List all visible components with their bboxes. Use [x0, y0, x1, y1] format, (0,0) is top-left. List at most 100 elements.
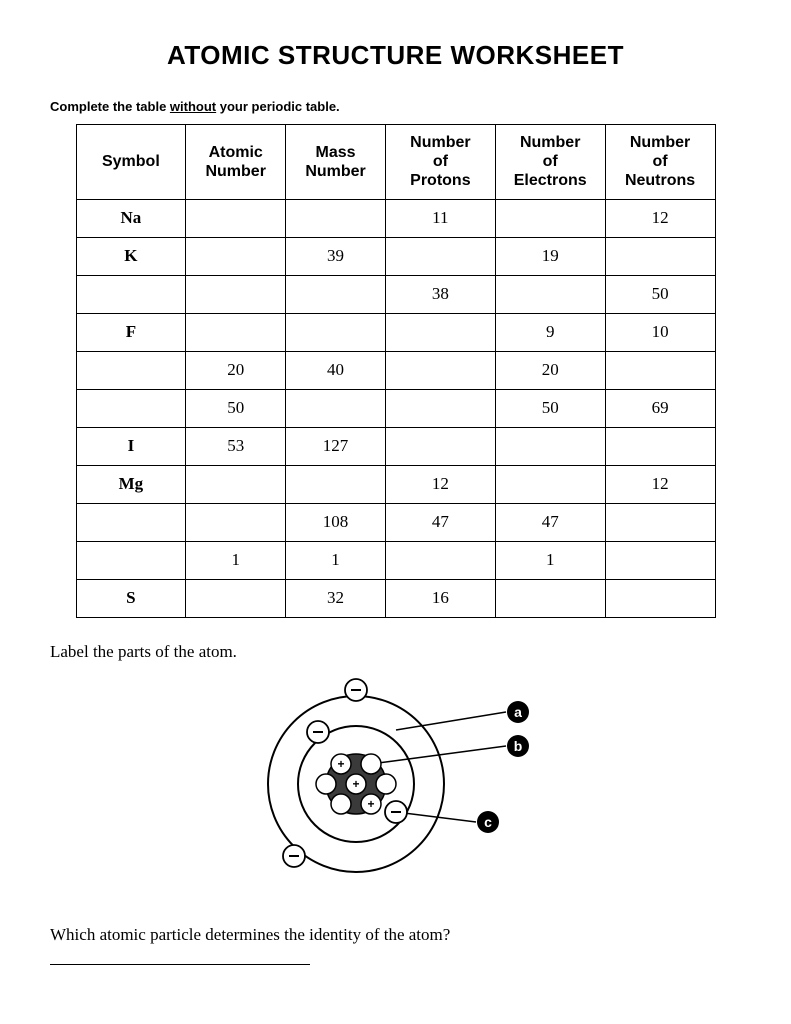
table-cell: [286, 465, 386, 503]
label-section-heading: Label the parts of the atom.: [50, 642, 741, 662]
table-cell: F: [76, 313, 186, 351]
table-row: 111: [76, 541, 715, 579]
identity-question: Which atomic particle determines the ide…: [50, 925, 741, 945]
table-cell: 50: [186, 389, 286, 427]
instruction-text: Complete the table without your periodic…: [50, 99, 741, 114]
column-header: NumberofProtons: [385, 125, 495, 200]
atomic-table: SymbolAtomicNumberMassNumberNumberofProt…: [76, 124, 716, 618]
table-cell: 47: [495, 503, 605, 541]
answer-blank-line: [50, 951, 310, 965]
table-cell: 10: [605, 313, 715, 351]
atom-diagram: +++abc: [236, 672, 556, 892]
table-cell: 9: [495, 313, 605, 351]
table-cell: [495, 199, 605, 237]
table-cell: [286, 275, 386, 313]
table-row: 204020: [76, 351, 715, 389]
table-row: Mg 12 12: [76, 465, 715, 503]
table-cell: Na: [76, 199, 186, 237]
column-header: MassNumber: [286, 125, 386, 200]
svg-text:+: +: [367, 797, 374, 811]
table-row: K 39 19: [76, 237, 715, 275]
table-body: Na1112K39193850F910204020505069I53127Mg1…: [76, 199, 715, 617]
svg-text:+: +: [352, 777, 359, 791]
table-cell: [186, 275, 286, 313]
table-cell: [186, 199, 286, 237]
table-cell: 127: [286, 427, 386, 465]
table-cell: 19: [495, 237, 605, 275]
svg-text:a: a: [514, 704, 522, 720]
table-cell: [385, 541, 495, 579]
table-cell: [186, 465, 286, 503]
table-cell: [605, 237, 715, 275]
table-cell: [385, 427, 495, 465]
svg-text:c: c: [484, 814, 492, 830]
table-cell: [495, 579, 605, 617]
table-cell: 38: [385, 275, 495, 313]
table-cell: [385, 351, 495, 389]
table-cell: [186, 237, 286, 275]
table-cell: 12: [385, 465, 495, 503]
table-row: 1084747: [76, 503, 715, 541]
table-cell: [605, 541, 715, 579]
table-cell: [385, 237, 495, 275]
table-cell: 32: [286, 579, 386, 617]
table-cell: [605, 351, 715, 389]
table-cell: [495, 275, 605, 313]
table-cell: 50: [605, 275, 715, 313]
table-cell: [286, 199, 386, 237]
instruction-underlined: without: [170, 99, 216, 114]
instruction-prefix: Complete the table: [50, 99, 170, 114]
table-cell: [76, 275, 186, 313]
worksheet-title: ATOMIC STRUCTURE WORKSHEET: [50, 40, 741, 71]
table-cell: 69: [605, 389, 715, 427]
column-header: NumberofElectrons: [495, 125, 605, 200]
table-cell: K: [76, 237, 186, 275]
table-row: 38 50: [76, 275, 715, 313]
table-cell: 16: [385, 579, 495, 617]
table-row: S 3216: [76, 579, 715, 617]
table-cell: [385, 313, 495, 351]
table-row: 505069: [76, 389, 715, 427]
table-cell: [286, 313, 386, 351]
table-cell: [76, 503, 186, 541]
table-cell: [605, 427, 715, 465]
instruction-suffix: your periodic table.: [216, 99, 340, 114]
table-cell: 108: [286, 503, 386, 541]
table-cell: [385, 389, 495, 427]
table-cell: [76, 351, 186, 389]
svg-text:b: b: [513, 738, 522, 754]
table-cell: [605, 579, 715, 617]
table-cell: 47: [385, 503, 495, 541]
table-cell: I: [76, 427, 186, 465]
table-cell: [76, 389, 186, 427]
table-cell: [186, 503, 286, 541]
table-cell: [186, 313, 286, 351]
column-header: NumberofNeutrons: [605, 125, 715, 200]
column-header: Symbol: [76, 125, 186, 200]
table-header: SymbolAtomicNumberMassNumberNumberofProt…: [76, 125, 715, 200]
table-cell: [605, 503, 715, 541]
table-cell: 1: [495, 541, 605, 579]
table-cell: Mg: [76, 465, 186, 503]
table-cell: [76, 541, 186, 579]
atom-diagram-container: +++abc: [50, 672, 741, 897]
table-cell: 20: [186, 351, 286, 389]
table-cell: 40: [286, 351, 386, 389]
table-cell: [495, 465, 605, 503]
table-cell: S: [76, 579, 186, 617]
table-cell: 12: [605, 199, 715, 237]
column-header: AtomicNumber: [186, 125, 286, 200]
table-row: I53127: [76, 427, 715, 465]
table-cell: 20: [495, 351, 605, 389]
table-cell: [186, 579, 286, 617]
table-row: F 910: [76, 313, 715, 351]
table-cell: 53: [186, 427, 286, 465]
table-cell: 1: [186, 541, 286, 579]
table-cell: 12: [605, 465, 715, 503]
table-cell: 1: [286, 541, 386, 579]
table-cell: 50: [495, 389, 605, 427]
table-cell: [495, 427, 605, 465]
table-cell: 39: [286, 237, 386, 275]
table-cell: 11: [385, 199, 495, 237]
table-cell: [286, 389, 386, 427]
